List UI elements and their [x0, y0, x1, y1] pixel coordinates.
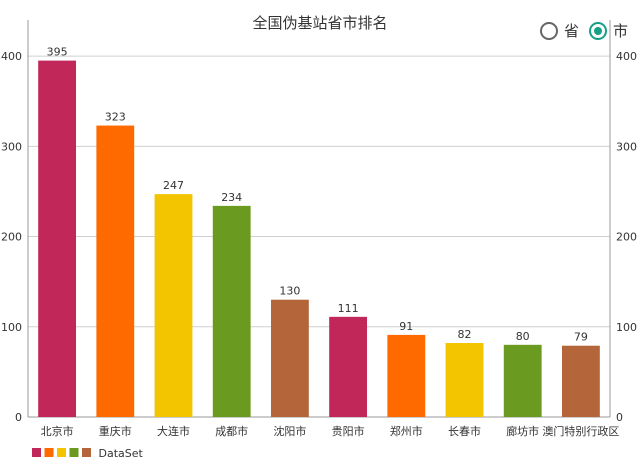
bar [561, 345, 600, 417]
data-label: 247 [163, 179, 184, 192]
legend-swatch [32, 448, 41, 457]
bar [96, 125, 135, 417]
bar [387, 334, 426, 417]
data-label: 130 [279, 285, 300, 298]
x-tick-label: 长春市 [448, 424, 481, 438]
data-label: 91 [399, 320, 413, 333]
x-tick-label: 廊坊市 [506, 424, 539, 438]
y-tick-label-left: 300 [1, 140, 22, 153]
radio-province-label: 省 [563, 22, 579, 40]
legend-swatch [82, 448, 91, 457]
x-tick-label: 北京市 [41, 424, 74, 438]
x-tick-label: 郑州市 [390, 424, 423, 438]
y-tick-label-right: 200 [616, 231, 637, 244]
y-tick-label-left: 0 [15, 411, 22, 424]
y-tick-label-right: 400 [616, 50, 637, 63]
legend-swatch [69, 448, 79, 457]
x-tick-label: 重庆市 [99, 424, 132, 438]
radio-province[interactable] [539, 21, 558, 40]
bar [445, 343, 484, 417]
data-label: 79 [574, 331, 588, 344]
data-label: 111 [338, 302, 359, 315]
data-label: 323 [105, 111, 126, 124]
radio-city-label: 市 [612, 22, 628, 40]
legend-label: DataSet [99, 447, 144, 460]
y-tick-label-left: 400 [1, 50, 22, 63]
bar [329, 316, 368, 417]
x-tick-label: 大连市 [157, 424, 190, 438]
x-tick-label: 贵阳市 [332, 424, 365, 438]
x-tick-label: 沈阳市 [273, 424, 306, 438]
legend-swatch [44, 448, 54, 457]
x-tick-label: 澳门特别行政区 [542, 424, 619, 438]
y-tick-label-left: 200 [1, 231, 22, 244]
x-tick-label: 成都市 [215, 424, 248, 438]
chart-title: 全国伪基站省市排名 [252, 14, 388, 32]
bar [212, 205, 251, 417]
y-tick-label-right: 100 [616, 321, 637, 334]
data-label: 234 [221, 191, 242, 204]
bar [154, 194, 193, 417]
y-tick-label-right: 0 [616, 411, 623, 424]
data-label: 82 [458, 328, 472, 341]
y-tick-label-right: 300 [616, 140, 637, 153]
y-tick-label-left: 100 [1, 321, 22, 334]
bar [38, 60, 77, 418]
province-city-toggle: 省 市 [539, 20, 632, 41]
radio-city[interactable] [588, 21, 607, 40]
bar [270, 299, 309, 417]
data-label: 395 [47, 46, 68, 59]
legend-swatch [57, 448, 66, 457]
bar [503, 344, 542, 417]
data-label: 80 [516, 330, 530, 343]
radio-city-dot [593, 26, 602, 35]
